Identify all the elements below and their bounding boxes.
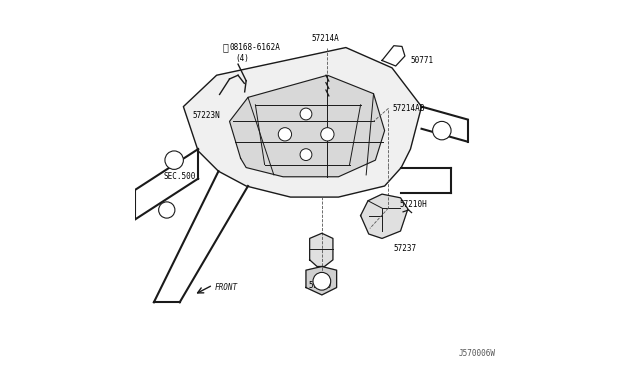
Circle shape: [321, 128, 334, 141]
Circle shape: [278, 128, 292, 141]
Polygon shape: [310, 233, 333, 266]
Text: 57223N: 57223N: [193, 111, 220, 121]
Circle shape: [159, 202, 175, 218]
Circle shape: [313, 272, 331, 290]
Text: 57210H: 57210H: [399, 200, 427, 209]
Text: 57214AB: 57214AB: [392, 104, 424, 113]
Polygon shape: [306, 266, 337, 295]
Polygon shape: [184, 48, 422, 197]
Text: 50771: 50771: [410, 56, 433, 65]
Text: FRONT: FRONT: [215, 283, 238, 292]
Text: (4): (4): [235, 54, 249, 63]
Circle shape: [300, 149, 312, 161]
Text: 57237: 57237: [394, 244, 417, 253]
Polygon shape: [230, 75, 385, 177]
Polygon shape: [360, 194, 408, 238]
Text: 08168-6162A: 08168-6162A: [230, 43, 280, 52]
Text: Ⓢ: Ⓢ: [222, 42, 228, 52]
Text: 57210: 57210: [309, 281, 332, 290]
Circle shape: [433, 121, 451, 140]
Circle shape: [300, 108, 312, 120]
Text: J570006W: J570006W: [458, 349, 495, 358]
Text: SEC.500: SEC.500: [163, 172, 195, 181]
Text: 57214A: 57214A: [312, 34, 340, 43]
Circle shape: [165, 151, 184, 169]
